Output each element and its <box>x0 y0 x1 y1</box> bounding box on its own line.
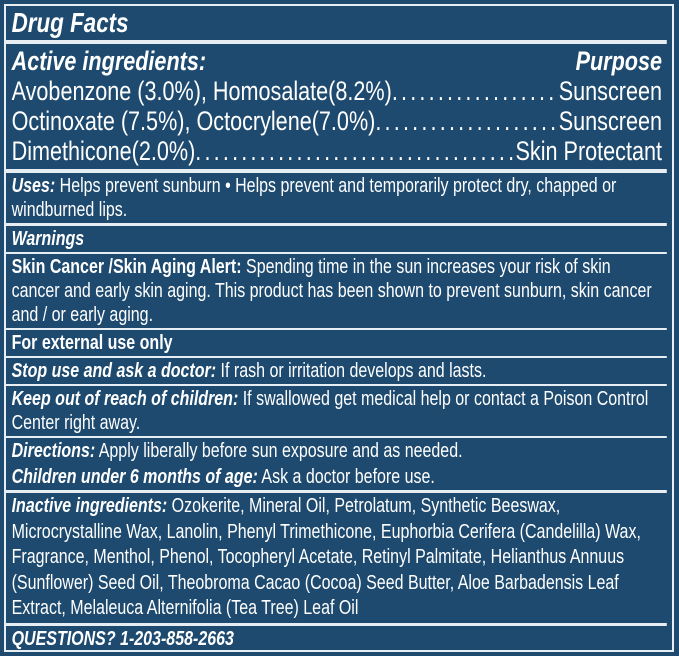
keep-out-section: Keep out of reach of children: If swallo… <box>6 386 667 438</box>
panel-title: Drug Facts <box>11 7 129 38</box>
dot-leader: ........................................… <box>375 106 559 136</box>
purpose-heading: Purpose <box>575 46 662 76</box>
inactive-text: Ozokerite, Mineral Oil, Petrolatum, Synt… <box>11 495 641 619</box>
ingredient-purpose: Skin Protectant <box>515 136 662 166</box>
active-heading: Active ingredients: <box>11 46 207 76</box>
warnings-heading: Warnings <box>11 228 85 250</box>
ingredient-purpose: Sunscreen <box>558 106 662 136</box>
active-ingredients-section: Active ingredients: Purpose Avobenzone (3… <box>6 46 667 173</box>
skin-alert-label: Skin Cancer /Skin Aging Alert: <box>11 256 242 278</box>
stop-use-section: Stop use and ask a doctor: If rash or ir… <box>6 358 667 386</box>
external-use-text: For external use only <box>11 332 173 354</box>
drug-facts-panel: Drug Facts Active ingredients: Purpose Av… <box>4 4 674 652</box>
inactive-label: Inactive ingredients: <box>11 495 168 517</box>
questions-section: QUESTIONS? 1-203-858-2663 <box>6 626 667 651</box>
children-label: Children under 6 months of age: <box>11 466 258 488</box>
dot-leader: ........................................… <box>391 76 559 106</box>
skin-alert-section: Skin Cancer /Skin Aging Alert: Spending … <box>6 254 667 330</box>
title-section: Drug Facts <box>6 6 667 44</box>
external-use-section: For external use only <box>6 330 667 358</box>
dot-leader: ........................................… <box>195 136 516 166</box>
directions-section: Directions: Apply liberally before sun e… <box>6 438 667 493</box>
keep-out-text: If swallowed get medical help or contact… <box>11 388 649 434</box>
directions-text: Apply liberally before sun exposure and … <box>95 440 463 462</box>
ingredient-purpose: Sunscreen <box>558 76 662 106</box>
warnings-heading-section: Warnings <box>6 226 667 254</box>
ingredient-row: Avobenzone (3.0%), Homosalate(8.2%).....… <box>12 76 662 106</box>
uses-text: Helps prevent sunburn • Helps prevent an… <box>11 175 617 221</box>
directions-label: Directions: <box>11 440 96 462</box>
ingredient-name: Octinoxate (7.5%), Octocrylene(7.0%) <box>11 106 376 136</box>
children-text: Ask a doctor before use. <box>257 466 435 488</box>
ingredient-row: Octinoxate (7.5%), Octocrylene(7.0%)....… <box>12 106 662 136</box>
ingredient-row: Dimethicone(2.0%).......................… <box>12 136 662 166</box>
uses-label: Uses: <box>11 175 56 197</box>
uses-section: Uses: Helps prevent sunburn • Helps prev… <box>6 173 667 226</box>
inactive-section: Inactive ingredients: Ozokerite, Mineral… <box>6 493 667 626</box>
stop-use-text: If rash or irritation develops and lasts… <box>216 360 487 382</box>
stop-use-label: Stop use and ask a doctor: <box>11 360 217 382</box>
skin-alert-text: Spending time in the sun increases your … <box>11 256 652 326</box>
ingredient-name: Dimethicone(2.0%) <box>11 136 196 166</box>
keep-out-label: Keep out of reach of children: <box>11 388 239 410</box>
ingredient-name: Avobenzone (3.0%), Homosalate(8.2%) <box>11 76 392 106</box>
questions-phone: QUESTIONS? 1-203-858-2663 <box>11 627 234 650</box>
